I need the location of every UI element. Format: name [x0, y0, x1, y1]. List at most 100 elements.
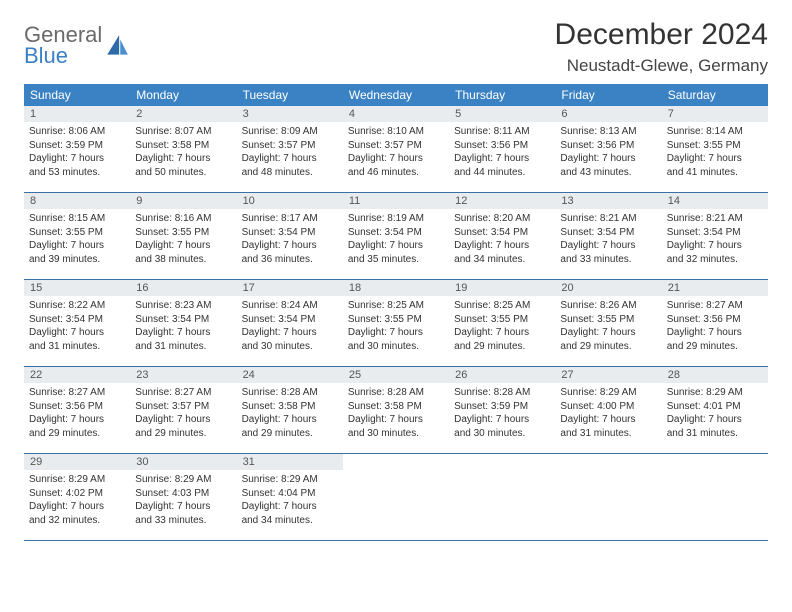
daylight-text: and 30 minutes. — [348, 427, 444, 441]
day-cell: 17Sunrise: 8:24 AMSunset: 3:54 PMDayligh… — [237, 280, 343, 366]
daylight-text: and 34 minutes. — [454, 253, 550, 267]
day-cell: 19Sunrise: 8:25 AMSunset: 3:55 PMDayligh… — [449, 280, 555, 366]
sunrise-text: Sunrise: 8:29 AM — [560, 386, 656, 400]
sail-icon — [104, 33, 130, 59]
sunrise-text: Sunrise: 8:29 AM — [667, 386, 763, 400]
day-number: 6 — [555, 106, 661, 122]
daylight-text: and 53 minutes. — [29, 166, 125, 180]
sunrise-text: Sunrise: 8:28 AM — [348, 386, 444, 400]
day-cell: 24Sunrise: 8:28 AMSunset: 3:58 PMDayligh… — [237, 367, 343, 453]
daylight-text: and 31 minutes. — [29, 340, 125, 354]
daylight-text: Daylight: 7 hours — [348, 326, 444, 340]
sunset-text: Sunset: 3:54 PM — [29, 313, 125, 327]
daylight-text: Daylight: 7 hours — [29, 239, 125, 253]
sunrise-text: Sunrise: 8:17 AM — [242, 212, 338, 226]
day-header-sat: Saturday — [662, 84, 768, 106]
sunrise-text: Sunrise: 8:14 AM — [667, 125, 763, 139]
sunrise-text: Sunrise: 8:16 AM — [135, 212, 231, 226]
sunrise-text: Sunrise: 8:20 AM — [454, 212, 550, 226]
day-number: 12 — [449, 193, 555, 209]
day-cell: 10 Sunrise: 8:17 AMSunset: 3:54 PMDayligh… — [237, 193, 343, 279]
daylight-text: Daylight: 7 hours — [667, 152, 763, 166]
day-number: 25 — [343, 367, 449, 383]
sunrise-text: Sunrise: 8:15 AM — [29, 212, 125, 226]
sunset-text: Sunset: 3:57 PM — [348, 139, 444, 153]
day-cell: 2Sunrise: 8:07 AMSunset: 3:58 PMDaylight… — [130, 106, 236, 192]
day-header-wed: Wednesday — [343, 84, 449, 106]
day-header-sun: Sunday — [24, 84, 130, 106]
week-row: 29Sunrise: 8:29 AMSunset: 4:02 PMDayligh… — [24, 454, 768, 541]
day-number: 20 — [555, 280, 661, 296]
day-number: 23 — [130, 367, 236, 383]
daylight-text: and 38 minutes. — [135, 253, 231, 267]
day-number: 5 — [449, 106, 555, 122]
daylight-text: Daylight: 7 hours — [242, 326, 338, 340]
sunset-text: Sunset: 3:56 PM — [454, 139, 550, 153]
daylight-text: Daylight: 7 hours — [348, 152, 444, 166]
daylight-text: Daylight: 7 hours — [560, 239, 656, 253]
sunset-text: Sunset: 3:57 PM — [135, 400, 231, 414]
calendar: Sunday Monday Tuesday Wednesday Thursday… — [24, 84, 768, 541]
sunset-text: Sunset: 3:59 PM — [29, 139, 125, 153]
sunrise-text: Sunrise: 8:25 AM — [454, 299, 550, 313]
sunset-text: Sunset: 3:54 PM — [242, 226, 338, 240]
day-number: 26 — [449, 367, 555, 383]
week-row: 22Sunrise: 8:27 AMSunset: 3:56 PMDayligh… — [24, 367, 768, 454]
daylight-text: Daylight: 7 hours — [454, 152, 550, 166]
day-cell: 25Sunrise: 8:28 AMSunset: 3:58 PMDayligh… — [343, 367, 449, 453]
daylight-text: Daylight: 7 hours — [242, 239, 338, 253]
title-block: December 2024 Neustadt-Glewe, Germany — [555, 18, 768, 76]
day-number: 3 — [237, 106, 343, 122]
daylight-text: Daylight: 7 hours — [29, 152, 125, 166]
daylight-text: and 29 minutes. — [667, 340, 763, 354]
day-number: 27 — [555, 367, 661, 383]
sunset-text: Sunset: 3:54 PM — [454, 226, 550, 240]
header: General Blue December 2024 Neustadt-Glew… — [24, 18, 768, 76]
sunset-text: Sunset: 3:54 PM — [135, 313, 231, 327]
daylight-text: Daylight: 7 hours — [29, 326, 125, 340]
daylight-text: Daylight: 7 hours — [135, 239, 231, 253]
page-title: December 2024 — [555, 18, 768, 52]
location-label: Neustadt-Glewe, Germany — [555, 56, 768, 76]
day-header-fri: Friday — [555, 84, 661, 106]
daylight-text: Daylight: 7 hours — [560, 152, 656, 166]
day-cell — [343, 454, 449, 540]
day-number: 17 — [237, 280, 343, 296]
logo-text-block: General Blue — [24, 24, 102, 67]
sunset-text: Sunset: 3:55 PM — [454, 313, 550, 327]
day-number: 18 — [343, 280, 449, 296]
sunset-text: Sunset: 3:55 PM — [560, 313, 656, 327]
sunrise-text: Sunrise: 8:24 AM — [242, 299, 338, 313]
daylight-text: Daylight: 7 hours — [242, 500, 338, 514]
logo-text-blue: Blue — [24, 45, 102, 67]
daylight-text: Daylight: 7 hours — [560, 326, 656, 340]
daylight-text: and 30 minutes. — [242, 340, 338, 354]
sunset-text: Sunset: 3:56 PM — [29, 400, 125, 414]
sunrise-text: Sunrise: 8:06 AM — [29, 125, 125, 139]
sunset-text: Sunset: 4:02 PM — [29, 487, 125, 501]
day-number: 29 — [24, 454, 130, 470]
daylight-text: and 41 minutes. — [667, 166, 763, 180]
sunrise-text: Sunrise: 8:27 AM — [667, 299, 763, 313]
sunrise-text: Sunrise: 8:22 AM — [29, 299, 125, 313]
daylight-text: Daylight: 7 hours — [454, 326, 550, 340]
daylight-text: Daylight: 7 hours — [667, 239, 763, 253]
day-header-mon: Monday — [130, 84, 236, 106]
daylight-text: Daylight: 7 hours — [135, 152, 231, 166]
daylight-text: and 29 minutes. — [29, 427, 125, 441]
day-number: 15 — [24, 280, 130, 296]
sunrise-text: Sunrise: 8:19 AM — [348, 212, 444, 226]
day-cell: 23Sunrise: 8:27 AMSunset: 3:57 PMDayligh… — [130, 367, 236, 453]
logo: General Blue — [24, 18, 130, 67]
daylight-text: and 34 minutes. — [242, 514, 338, 528]
day-number: 10 — [237, 193, 343, 209]
daylight-text: and 29 minutes. — [242, 427, 338, 441]
sunset-text: Sunset: 3:59 PM — [454, 400, 550, 414]
sunrise-text: Sunrise: 8:13 AM — [560, 125, 656, 139]
daylight-text: Daylight: 7 hours — [667, 413, 763, 427]
daylight-text: Daylight: 7 hours — [29, 413, 125, 427]
sunrise-text: Sunrise: 8:27 AM — [29, 386, 125, 400]
day-number: 24 — [237, 367, 343, 383]
daylight-text: and 29 minutes. — [135, 427, 231, 441]
day-cell: 26Sunrise: 8:28 AMSunset: 3:59 PMDayligh… — [449, 367, 555, 453]
